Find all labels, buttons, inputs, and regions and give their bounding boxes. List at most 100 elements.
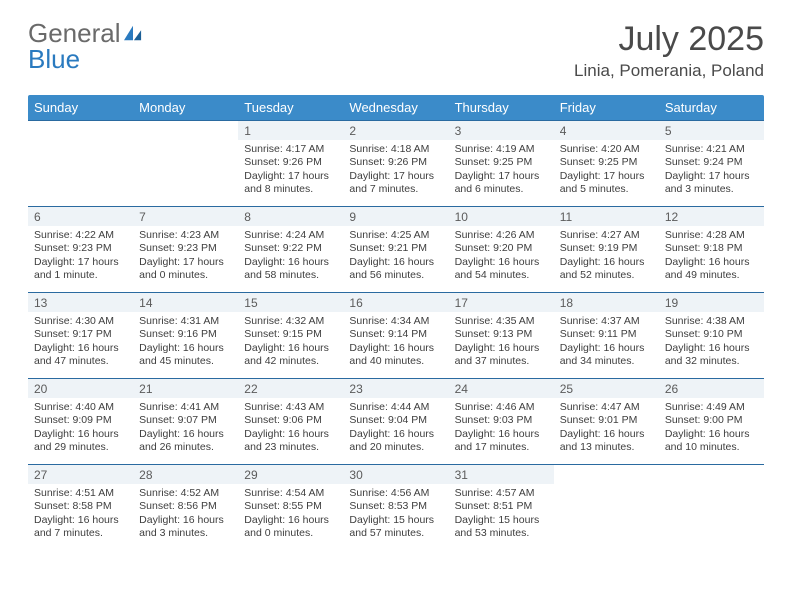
day-details: Sunrise: 4:18 AMSunset: 9:26 PMDaylight:…	[343, 140, 448, 201]
day-details: Sunrise: 4:38 AMSunset: 9:10 PMDaylight:…	[659, 312, 764, 373]
calendar-cell: 21Sunrise: 4:41 AMSunset: 9:07 PMDayligh…	[133, 379, 238, 465]
calendar-cell: 9Sunrise: 4:25 AMSunset: 9:21 PMDaylight…	[343, 207, 448, 293]
day-details: Sunrise: 4:17 AMSunset: 9:26 PMDaylight:…	[238, 140, 343, 201]
calendar-row: 13Sunrise: 4:30 AMSunset: 9:17 PMDayligh…	[28, 293, 764, 379]
calendar-cell: 11Sunrise: 4:27 AMSunset: 9:19 PMDayligh…	[554, 207, 659, 293]
day-number: 5	[659, 121, 764, 140]
calendar-table: SundayMondayTuesdayWednesdayThursdayFrid…	[28, 95, 764, 551]
day-header: Tuesday	[238, 95, 343, 121]
day-number: 29	[238, 465, 343, 484]
day-details: Sunrise: 4:35 AMSunset: 9:13 PMDaylight:…	[449, 312, 554, 373]
day-number: 4	[554, 121, 659, 140]
day-details: Sunrise: 4:26 AMSunset: 9:20 PMDaylight:…	[449, 226, 554, 287]
day-details: Sunrise: 4:49 AMSunset: 9:00 PMDaylight:…	[659, 398, 764, 459]
calendar-cell: 13Sunrise: 4:30 AMSunset: 9:17 PMDayligh…	[28, 293, 133, 379]
day-number: 20	[28, 379, 133, 398]
calendar-cell: 25Sunrise: 4:47 AMSunset: 9:01 PMDayligh…	[554, 379, 659, 465]
day-details: Sunrise: 4:22 AMSunset: 9:23 PMDaylight:…	[28, 226, 133, 287]
calendar-cell: 6Sunrise: 4:22 AMSunset: 9:23 PMDaylight…	[28, 207, 133, 293]
calendar-cell: 7Sunrise: 4:23 AMSunset: 9:23 PMDaylight…	[133, 207, 238, 293]
title-block: July 2025 Linia, Pomerania, Poland	[574, 20, 764, 81]
calendar-cell: 10Sunrise: 4:26 AMSunset: 9:20 PMDayligh…	[449, 207, 554, 293]
day-header: Saturday	[659, 95, 764, 121]
day-header: Sunday	[28, 95, 133, 121]
page-header: GeneralBlue July 2025 Linia, Pomerania, …	[28, 20, 764, 81]
day-header: Wednesday	[343, 95, 448, 121]
calendar-cell: 28Sunrise: 4:52 AMSunset: 8:56 PMDayligh…	[133, 465, 238, 551]
calendar-cell: 15Sunrise: 4:32 AMSunset: 9:15 PMDayligh…	[238, 293, 343, 379]
location-text: Linia, Pomerania, Poland	[574, 61, 764, 81]
day-details: Sunrise: 4:31 AMSunset: 9:16 PMDaylight:…	[133, 312, 238, 373]
calendar-cell: 18Sunrise: 4:37 AMSunset: 9:11 PMDayligh…	[554, 293, 659, 379]
day-header: Thursday	[449, 95, 554, 121]
day-details: Sunrise: 4:23 AMSunset: 9:23 PMDaylight:…	[133, 226, 238, 287]
day-details: Sunrise: 4:52 AMSunset: 8:56 PMDaylight:…	[133, 484, 238, 545]
day-number: 2	[343, 121, 448, 140]
calendar-row: 6Sunrise: 4:22 AMSunset: 9:23 PMDaylight…	[28, 207, 764, 293]
day-details: Sunrise: 4:30 AMSunset: 9:17 PMDaylight:…	[28, 312, 133, 373]
day-details: Sunrise: 4:44 AMSunset: 9:04 PMDaylight:…	[343, 398, 448, 459]
day-number: 1	[238, 121, 343, 140]
day-details: Sunrise: 4:32 AMSunset: 9:15 PMDaylight:…	[238, 312, 343, 373]
calendar-cell: 27Sunrise: 4:51 AMSunset: 8:58 PMDayligh…	[28, 465, 133, 551]
calendar-cell-empty	[554, 465, 659, 551]
calendar-cell-empty	[659, 465, 764, 551]
day-number: 14	[133, 293, 238, 312]
calendar-cell: 31Sunrise: 4:57 AMSunset: 8:51 PMDayligh…	[449, 465, 554, 551]
day-number: 22	[238, 379, 343, 398]
day-number: 17	[449, 293, 554, 312]
day-details: Sunrise: 4:40 AMSunset: 9:09 PMDaylight:…	[28, 398, 133, 459]
calendar-cell: 4Sunrise: 4:20 AMSunset: 9:25 PMDaylight…	[554, 121, 659, 207]
calendar-cell-empty	[28, 121, 133, 207]
logo-word-2: Blue	[28, 46, 143, 72]
day-details: Sunrise: 4:21 AMSunset: 9:24 PMDaylight:…	[659, 140, 764, 201]
calendar-cell: 29Sunrise: 4:54 AMSunset: 8:55 PMDayligh…	[238, 465, 343, 551]
day-details: Sunrise: 4:54 AMSunset: 8:55 PMDaylight:…	[238, 484, 343, 545]
calendar-cell: 22Sunrise: 4:43 AMSunset: 9:06 PMDayligh…	[238, 379, 343, 465]
day-number: 30	[343, 465, 448, 484]
day-number: 26	[659, 379, 764, 398]
calendar-cell: 17Sunrise: 4:35 AMSunset: 9:13 PMDayligh…	[449, 293, 554, 379]
calendar-cell: 26Sunrise: 4:49 AMSunset: 9:00 PMDayligh…	[659, 379, 764, 465]
day-number: 24	[449, 379, 554, 398]
day-number: 11	[554, 207, 659, 226]
day-number: 9	[343, 207, 448, 226]
logo-word-1: General	[28, 20, 121, 46]
day-number: 13	[28, 293, 133, 312]
day-details: Sunrise: 4:43 AMSunset: 9:06 PMDaylight:…	[238, 398, 343, 459]
day-number: 21	[133, 379, 238, 398]
day-details: Sunrise: 4:25 AMSunset: 9:21 PMDaylight:…	[343, 226, 448, 287]
day-details: Sunrise: 4:46 AMSunset: 9:03 PMDaylight:…	[449, 398, 554, 459]
month-title: July 2025	[574, 20, 764, 59]
day-number: 7	[133, 207, 238, 226]
calendar-row: 20Sunrise: 4:40 AMSunset: 9:09 PMDayligh…	[28, 379, 764, 465]
day-number: 8	[238, 207, 343, 226]
calendar-cell: 3Sunrise: 4:19 AMSunset: 9:25 PMDaylight…	[449, 121, 554, 207]
day-header: Monday	[133, 95, 238, 121]
day-header-row: SundayMondayTuesdayWednesdayThursdayFrid…	[28, 95, 764, 121]
day-number: 19	[659, 293, 764, 312]
day-details: Sunrise: 4:37 AMSunset: 9:11 PMDaylight:…	[554, 312, 659, 373]
calendar-cell: 8Sunrise: 4:24 AMSunset: 9:22 PMDaylight…	[238, 207, 343, 293]
day-details: Sunrise: 4:57 AMSunset: 8:51 PMDaylight:…	[449, 484, 554, 545]
day-number: 12	[659, 207, 764, 226]
calendar-cell-empty	[133, 121, 238, 207]
day-details: Sunrise: 4:47 AMSunset: 9:01 PMDaylight:…	[554, 398, 659, 459]
day-number: 23	[343, 379, 448, 398]
day-number: 18	[554, 293, 659, 312]
day-details: Sunrise: 4:19 AMSunset: 9:25 PMDaylight:…	[449, 140, 554, 201]
day-number: 25	[554, 379, 659, 398]
calendar-cell: 23Sunrise: 4:44 AMSunset: 9:04 PMDayligh…	[343, 379, 448, 465]
calendar-cell: 24Sunrise: 4:46 AMSunset: 9:03 PMDayligh…	[449, 379, 554, 465]
day-details: Sunrise: 4:20 AMSunset: 9:25 PMDaylight:…	[554, 140, 659, 201]
day-number: 3	[449, 121, 554, 140]
day-number: 16	[343, 293, 448, 312]
calendar-row: 27Sunrise: 4:51 AMSunset: 8:58 PMDayligh…	[28, 465, 764, 551]
day-details: Sunrise: 4:41 AMSunset: 9:07 PMDaylight:…	[133, 398, 238, 459]
day-number: 15	[238, 293, 343, 312]
day-number: 27	[28, 465, 133, 484]
day-number: 31	[449, 465, 554, 484]
day-details: Sunrise: 4:27 AMSunset: 9:19 PMDaylight:…	[554, 226, 659, 287]
calendar-cell: 12Sunrise: 4:28 AMSunset: 9:18 PMDayligh…	[659, 207, 764, 293]
logo-sail-icon	[123, 20, 143, 46]
